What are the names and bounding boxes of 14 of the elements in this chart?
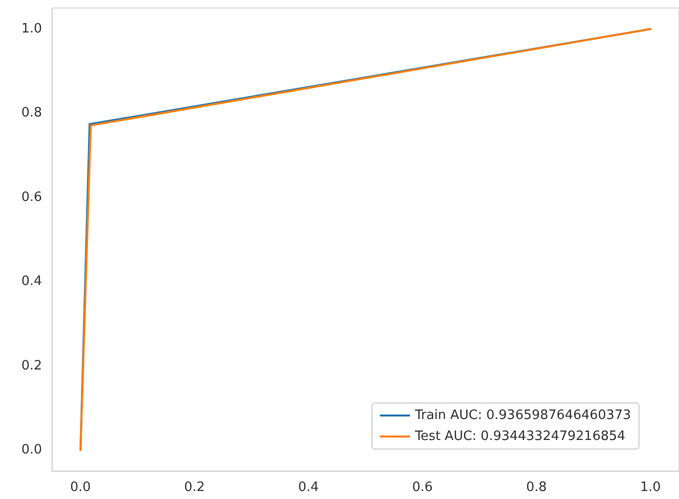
y-tick-label: 0.2 [21,358,42,374]
x-tick-label: 0.0 [70,480,91,495]
x-tick-label: 1.0 [640,480,661,495]
y-tick-label: 0.4 [21,274,42,290]
x-tick-label: 0.8 [526,480,547,495]
legend-label: Train AUC: 0.9365987646460373 [414,408,631,423]
x-tick-label: 0.2 [184,480,205,495]
legend-label: Test AUC: 0.9344332479216854 [414,429,626,444]
y-tick-label: 1.0 [21,22,42,37]
y-tick-label: 0.6 [21,190,42,205]
y-tick-label: 0.8 [21,106,42,121]
x-tick-label: 0.4 [298,480,319,495]
y-tick-label: 0.0 [21,442,42,458]
x-tick-label: 0.6 [412,480,433,495]
